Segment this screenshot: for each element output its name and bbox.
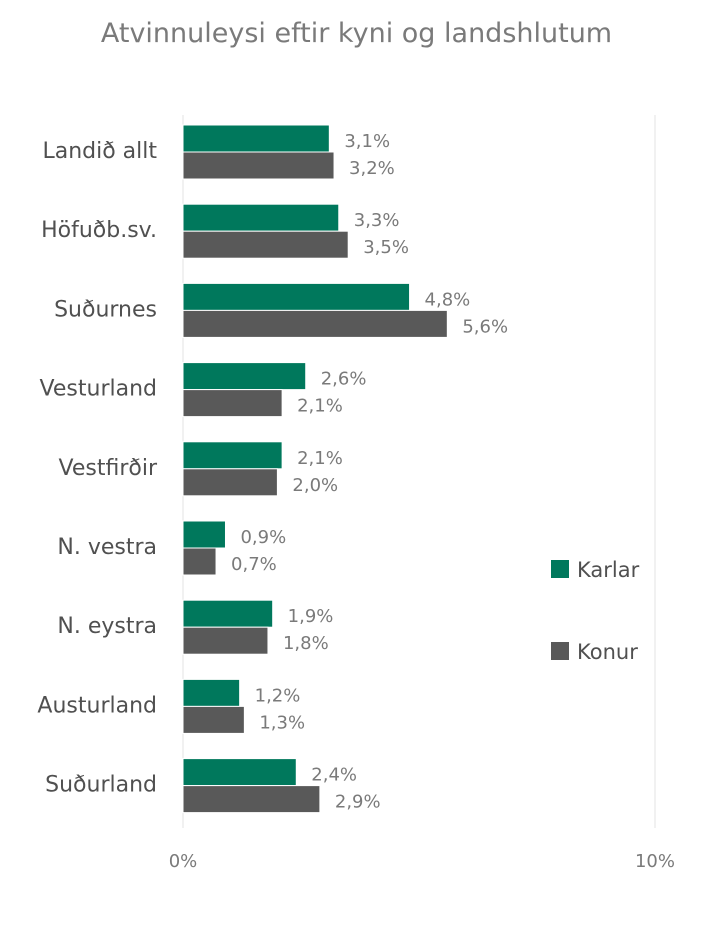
category-label: Vesturland [40,377,157,402]
category-label: Vestfirðir [59,456,158,481]
x-tick-label: 10% [635,851,675,872]
category-label: N. eystra [57,614,157,639]
chart-title: Atvinnuleysi eftir kyni og landshlutum [100,18,613,49]
bar-karlar [182,599,274,628]
bar-konur [182,468,278,497]
bar-konur [182,309,448,338]
bar-karlar [182,124,330,153]
category-label: Höfuðb.sv. [41,218,157,243]
bar-konur [182,151,335,180]
data-label: 2,6% [321,369,367,390]
data-label: 4,8% [425,289,471,310]
data-label: 5,6% [462,316,508,337]
bars [182,124,448,814]
bar-karlar [182,678,241,707]
bar-karlar [182,758,297,787]
data-label: 3,2% [349,158,395,179]
bar-konur [182,705,245,734]
bar-karlar [182,520,226,549]
category-label: N. vestra [57,535,157,560]
bar-konur [182,547,217,576]
data-label: 1,3% [259,712,305,733]
category-label: Landið allt [42,139,157,164]
data-label: 2,1% [297,396,343,417]
bar-karlar [182,362,307,391]
category-label: Austurland [37,693,157,718]
bar-karlar [182,282,411,311]
x-tick-label: 0% [169,851,198,872]
bar-karlar [182,203,340,232]
data-label: 3,5% [363,237,409,258]
data-label: 2,9% [335,792,381,813]
legend: Karlar Konur [551,558,640,664]
data-label: 2,4% [311,765,357,786]
bar-konur [182,626,269,655]
data-label: 3,3% [354,210,400,231]
bar-konur [182,785,321,814]
labels: 0% 10% Landið allt 3,1% 3,2% Höfuðb.sv. 3,3% 3,… [37,131,675,872]
legend-swatch-karlar [551,560,569,578]
bar-karlar [182,441,283,470]
legend-label-konur: Konur [577,640,638,664]
category-label: Suðurland [45,773,157,798]
bar-konur [182,230,349,259]
data-label: 1,8% [283,633,329,654]
bar-konur [182,389,283,418]
data-label: 1,2% [255,685,301,706]
data-label: 2,0% [292,475,338,496]
data-label: 0,7% [231,554,277,575]
data-label: 3,1% [344,131,390,152]
category-label: Suðurnes [54,297,157,322]
legend-swatch-konur [551,642,569,660]
legend-label-karlar: Karlar [577,558,640,582]
data-label: 0,9% [240,527,286,548]
data-label: 2,1% [297,448,343,469]
data-label: 1,9% [288,606,334,627]
